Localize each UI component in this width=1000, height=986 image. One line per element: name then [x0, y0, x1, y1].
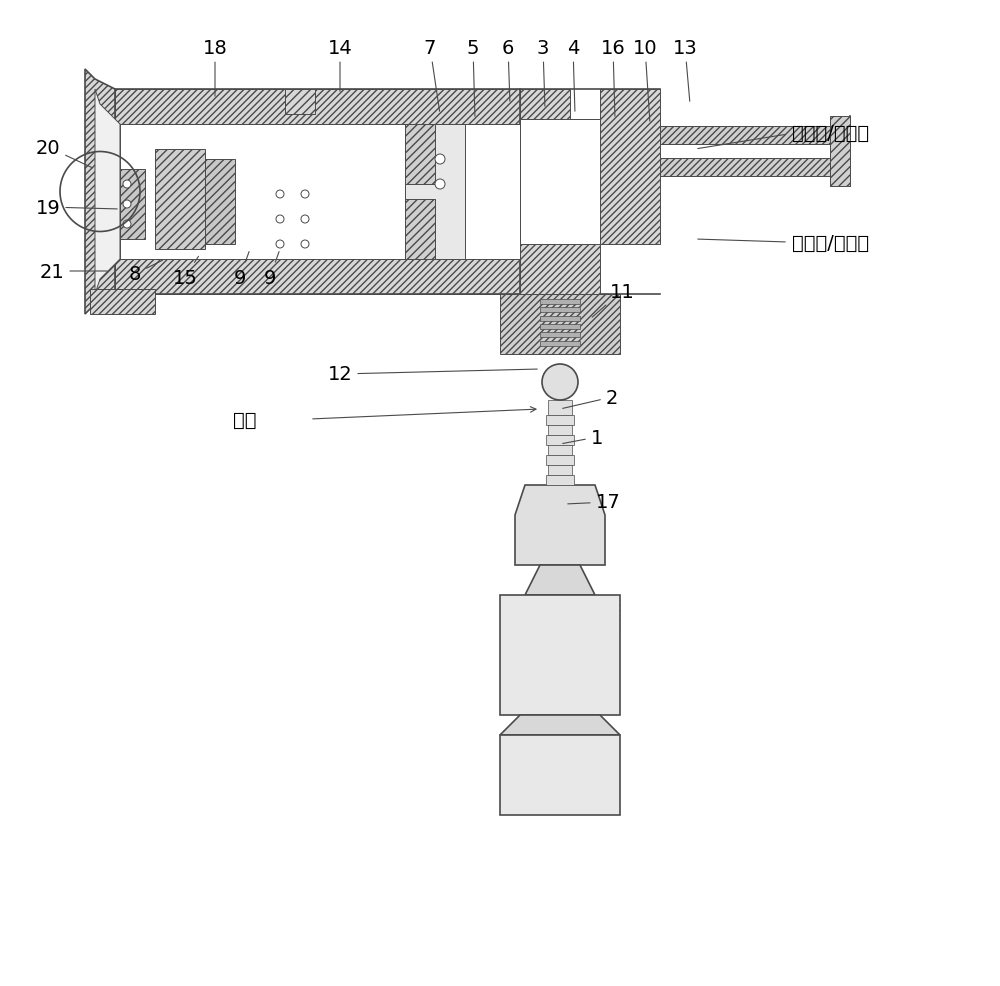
Polygon shape	[500, 715, 620, 736]
Polygon shape	[95, 90, 120, 295]
Text: 8: 8	[129, 261, 163, 284]
Bar	[540, 341, 580, 346]
Bar	[120, 125, 520, 259]
Circle shape	[301, 191, 309, 199]
Text: 14: 14	[328, 38, 352, 92]
Text: 16: 16	[601, 38, 625, 117]
Bar	[520, 120, 600, 245]
Polygon shape	[405, 125, 465, 259]
Bar	[660, 159, 830, 176]
Text: 7: 7	[424, 38, 440, 112]
Circle shape	[301, 216, 309, 224]
Bar	[548, 465, 572, 475]
Text: 13: 13	[673, 38, 697, 103]
Text: 6: 6	[502, 38, 514, 103]
Polygon shape	[115, 259, 520, 295]
Bar	[540, 308, 580, 313]
Circle shape	[435, 155, 445, 165]
Circle shape	[123, 201, 131, 209]
Text: 2: 2	[563, 388, 618, 409]
Bar	[660, 145, 830, 159]
Text: 12: 12	[328, 365, 537, 385]
Text: 5: 5	[467, 38, 479, 117]
Text: 20: 20	[36, 138, 92, 169]
Polygon shape	[515, 485, 605, 565]
Bar	[285, 90, 315, 115]
Bar	[546, 436, 574, 446]
Bar	[540, 300, 580, 305]
Bar	[546, 475, 574, 485]
Bar	[540, 324, 580, 329]
Polygon shape	[85, 70, 115, 315]
Text: 17: 17	[568, 493, 620, 512]
Text: 9: 9	[234, 252, 249, 287]
Text: 圆球: 圆球	[233, 410, 257, 429]
Bar	[540, 317, 580, 321]
Text: 18: 18	[203, 38, 227, 98]
Bar	[540, 333, 580, 338]
Circle shape	[276, 216, 284, 224]
Text: 3: 3	[537, 38, 549, 107]
Bar	[500, 596, 620, 715]
Text: 21: 21	[40, 262, 107, 281]
Text: 出开水/蒸气口: 出开水/蒸气口	[792, 234, 869, 252]
Bar	[500, 736, 620, 815]
Circle shape	[123, 221, 131, 229]
Circle shape	[123, 180, 131, 188]
Bar	[155, 150, 205, 249]
Bar	[405, 125, 435, 184]
Bar	[830, 117, 850, 186]
Polygon shape	[525, 565, 595, 596]
Bar	[500, 295, 620, 355]
Text: 15: 15	[173, 257, 198, 287]
Bar	[205, 160, 235, 245]
Text: 1: 1	[563, 428, 603, 447]
Text: 11: 11	[592, 282, 634, 317]
Polygon shape	[520, 90, 660, 295]
Text: 进开水/蒸气口: 进开水/蒸气口	[792, 123, 869, 142]
Text: 9: 9	[264, 252, 279, 287]
Polygon shape	[115, 90, 520, 125]
Bar	[546, 415, 574, 426]
Bar	[548, 400, 572, 415]
Bar	[120, 170, 145, 240]
Text: 10: 10	[633, 38, 657, 122]
Circle shape	[301, 241, 309, 248]
Circle shape	[276, 191, 284, 199]
Bar	[405, 200, 435, 259]
Bar	[548, 426, 572, 436]
Bar	[90, 290, 155, 315]
Circle shape	[276, 241, 284, 248]
Bar	[548, 446, 572, 456]
Text: 19: 19	[36, 198, 117, 217]
Bar	[660, 127, 830, 145]
Bar	[546, 456, 574, 465]
Circle shape	[435, 179, 445, 190]
Circle shape	[542, 365, 578, 400]
Text: 4: 4	[567, 38, 579, 112]
